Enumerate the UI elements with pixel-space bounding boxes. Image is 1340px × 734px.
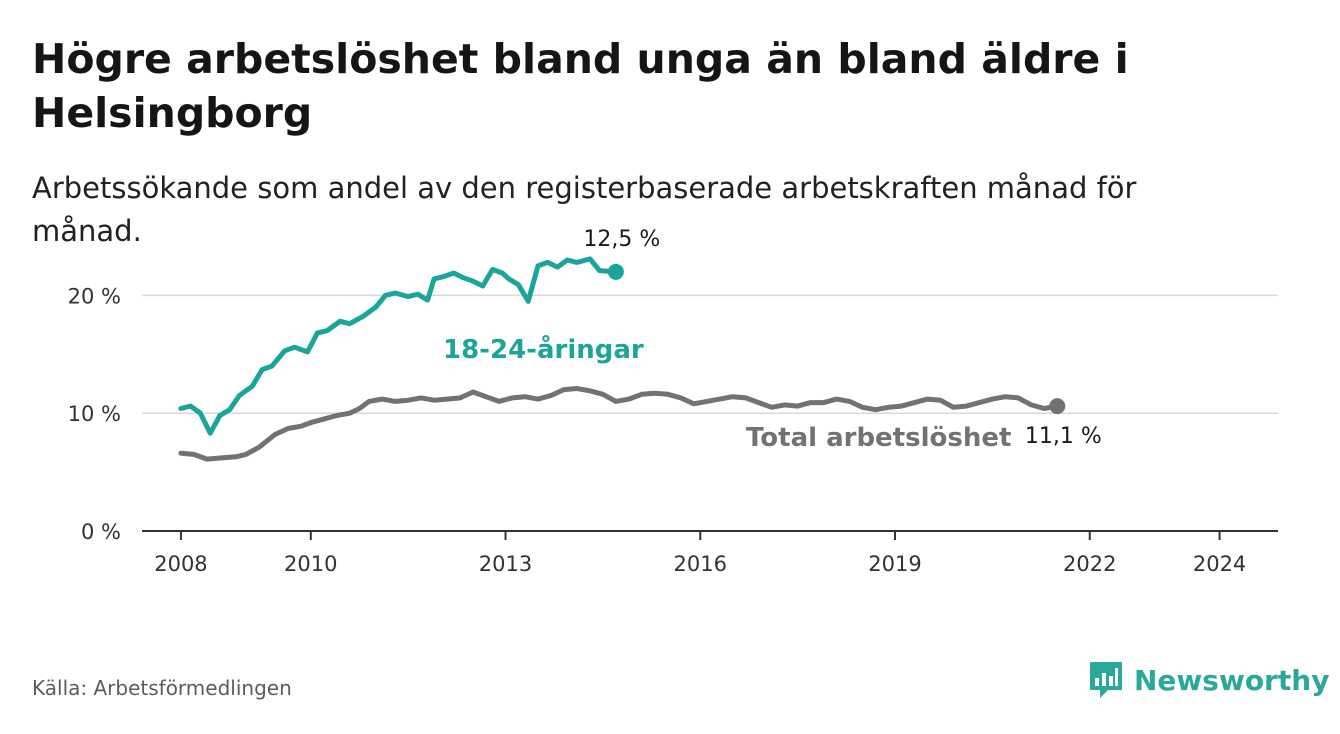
series-end-label-1: 11,1 %: [1025, 424, 1102, 449]
source-note: Källa: Arbetsförmedlingen: [32, 676, 292, 700]
x-tick-label: 2008: [154, 552, 207, 576]
series-end-marker-1: [1049, 398, 1066, 415]
brand-logo: Newsworthy: [1088, 660, 1329, 700]
x-tick-label: 2013: [479, 552, 532, 576]
y-tick-label: 10 %: [68, 402, 121, 426]
series-end-marker-0: [607, 263, 624, 280]
series-name-label-1: Total arbetslöshet: [746, 423, 1011, 453]
x-tick-label: 2024: [1193, 552, 1246, 576]
series-line-0: [178, 256, 619, 436]
y-tick-label: 0 %: [81, 520, 121, 544]
series-name-label-0: 18-24-åringar: [443, 333, 644, 365]
series-end-label-0: 12,5 %: [583, 227, 660, 252]
chart-title: Högre arbetslöshet bland unga än bland ä…: [32, 35, 1129, 137]
x-tick-label: 2010: [284, 552, 337, 576]
series-line-1: [178, 386, 1060, 462]
chart-subtitle: Arbetssökande som andel av den registerb…: [32, 171, 1137, 248]
x-tick-label: 2022: [1063, 552, 1116, 576]
x-tick-label: 2016: [674, 552, 727, 576]
y-tick-label: 20 %: [68, 284, 121, 308]
x-tick-label: 2019: [868, 552, 921, 576]
brand-name: Newsworthy: [1134, 663, 1330, 697]
bar-chart-logo-icon: [1090, 662, 1122, 698]
